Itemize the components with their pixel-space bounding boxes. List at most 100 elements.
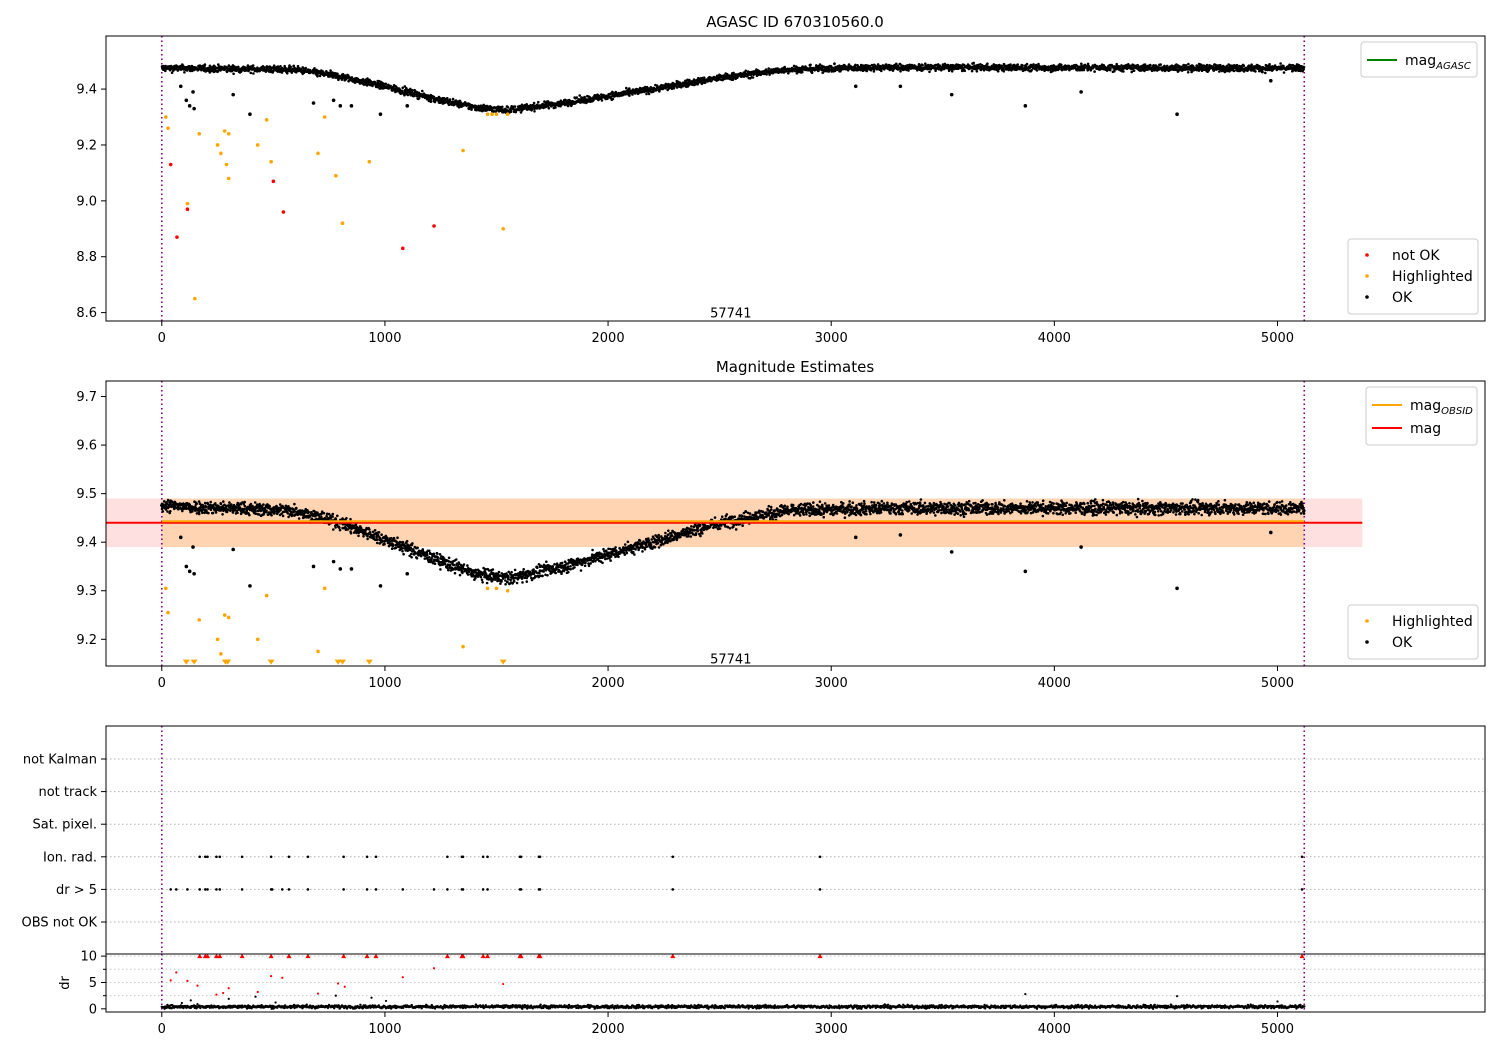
p1-point-not-ok (281, 210, 286, 214)
p1-point-ok (1268, 63, 1271, 66)
p2-point-ok (541, 574, 544, 578)
p2-point-ok (268, 504, 271, 508)
p1-point-ok (899, 70, 902, 73)
p2-point-ok (166, 510, 169, 513)
p2-point-ok (262, 503, 265, 506)
p1-point-ok-outliers (853, 84, 858, 89)
p1-point-highlighted (367, 159, 372, 164)
p2-point-ok (195, 502, 198, 506)
p1-point-ok (625, 86, 628, 90)
p1-point-ok-outliers (231, 92, 235, 97)
p1-point-ok (501, 105, 504, 109)
p2-point-ok (426, 553, 429, 557)
p2-point-ok (410, 555, 413, 559)
p1-point-ok (1109, 67, 1112, 70)
p2-point-ok (428, 556, 431, 559)
panel1-title: AGASC ID 670310560.0 (706, 13, 884, 31)
p1-point-ok (693, 79, 696, 82)
p2-point-ok (345, 517, 348, 520)
p1-point-ok (810, 71, 814, 74)
p1-point-ok-outliers (1268, 78, 1273, 83)
p1-point-ok (751, 76, 755, 79)
p1-xtick-label: 4000 (1038, 331, 1071, 346)
p2-point-ok (228, 501, 231, 504)
p1-point-highlighted (215, 143, 220, 147)
p1-legend-marker-label: not OK (1392, 248, 1440, 264)
p1-point-ok-outliers (816, 67, 820, 72)
p2-point-ok (357, 534, 360, 538)
p2-point-ok (219, 502, 223, 506)
p2-point-ok (411, 542, 414, 545)
p1-point-ok-outliers (187, 104, 192, 108)
p1-legend-line-label-subscript: AGASC (1435, 61, 1471, 72)
p2-point-ok (383, 542, 386, 546)
p2-point-ok (262, 512, 266, 516)
p2-point-ok (491, 568, 495, 571)
p2-point-ok (368, 528, 371, 531)
p1-point-ok (225, 70, 229, 74)
p1-point-ok (1122, 70, 1125, 73)
p1-point-ok (767, 67, 770, 70)
p2-point-ok (270, 514, 273, 517)
p2-point-ok (497, 570, 501, 574)
p1-annotation: 57741 (710, 307, 751, 322)
p1-point-ok (316, 74, 319, 77)
p1-point-ok (833, 62, 836, 65)
p1-point-ok-outliers (898, 84, 903, 89)
p2-point-ok (481, 581, 484, 584)
p2-point-ok (206, 502, 210, 506)
p1-point-ok (354, 81, 357, 84)
p1-point-ok-outliers (338, 104, 343, 108)
p2-point-ok (515, 581, 519, 585)
p1-point-ok (600, 99, 604, 102)
p2-point-ok (433, 562, 437, 565)
p1-point-ok (996, 70, 1000, 73)
p2-point-ok (525, 580, 529, 583)
p2-point-ok (380, 533, 383, 536)
p2-point-ok (278, 503, 282, 506)
p1-point-ok (208, 64, 212, 68)
p2-point-ok (254, 512, 258, 515)
p2-point-ok (207, 511, 210, 515)
p1-point-ok (470, 108, 473, 111)
p1-point-ok (410, 88, 414, 92)
p1-point-ok (304, 66, 308, 70)
p2-point-ok (197, 511, 201, 514)
p1-point-ok (212, 70, 216, 74)
p2-point-ok (332, 528, 335, 531)
p1-point-ok (1182, 63, 1186, 67)
p1-point-ok (929, 67, 933, 71)
p2-point-ok (526, 575, 530, 578)
p1-point-ok (532, 101, 536, 105)
p1-point-ok (336, 72, 339, 76)
p1-point-not-ok (271, 179, 276, 184)
p1-point-ok (809, 63, 812, 67)
p1-point-ok (285, 72, 289, 75)
p1-point-ok (203, 63, 206, 67)
p2-point-ok (362, 535, 365, 538)
p1-point-ok (884, 63, 888, 66)
p1-point-ok (1264, 71, 1267, 75)
p2-point-ok (466, 573, 470, 576)
p2-point-ok (209, 500, 212, 504)
p1-point-highlighted (185, 201, 190, 206)
p1-point-ok (1009, 63, 1012, 66)
p1-point-ok-outliers (178, 84, 183, 89)
p1-point-ok (322, 70, 325, 74)
p2-point-ok (170, 500, 174, 503)
p2-point-ok (521, 581, 524, 584)
p1-point-ok (252, 72, 255, 75)
p1-point-ok (924, 62, 927, 65)
p1-point-ok (499, 108, 503, 112)
p2-point-ok (211, 511, 215, 515)
p2-point-ok (334, 526, 337, 529)
p2-point-ok (513, 568, 517, 572)
p1-legend-marker-label: OK (1392, 290, 1413, 306)
p2-point-ok (236, 511, 239, 515)
p1-point-ok (520, 103, 524, 107)
p1-point-ok (1093, 70, 1096, 73)
p1-ytick-label: 9.2 (76, 138, 97, 153)
p2-point-ok (394, 546, 398, 550)
p1-point-ok (1080, 62, 1083, 66)
p2-point-ok (461, 571, 464, 575)
